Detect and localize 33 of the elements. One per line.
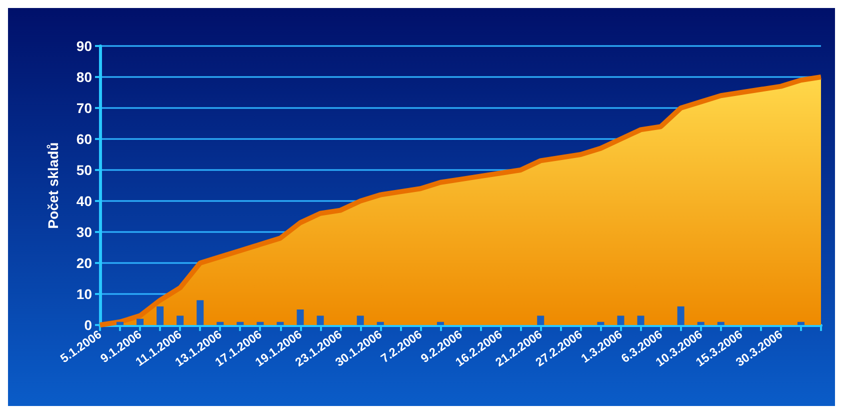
bar xyxy=(296,310,304,325)
bar xyxy=(797,322,804,325)
y-tick-label: 0 xyxy=(84,317,92,333)
bar xyxy=(376,322,384,325)
bar xyxy=(176,316,184,325)
y-tick-label: 70 xyxy=(76,100,92,116)
bar xyxy=(677,306,684,325)
bar xyxy=(637,316,644,325)
y-tick-label: 50 xyxy=(76,162,92,178)
bar xyxy=(256,322,264,325)
y-tick-label: 40 xyxy=(76,193,92,209)
bar xyxy=(537,316,544,325)
y-tick-label: 80 xyxy=(76,69,92,85)
bar xyxy=(617,316,624,325)
y-tick-label: 20 xyxy=(76,255,92,271)
bar xyxy=(236,322,244,325)
bar xyxy=(697,322,704,325)
bar xyxy=(116,322,124,325)
bar xyxy=(316,316,324,325)
y-tick-label: 10 xyxy=(76,286,92,302)
bar xyxy=(196,300,204,325)
bar xyxy=(216,322,224,325)
bar xyxy=(436,322,444,325)
y-tick-label: 90 xyxy=(76,38,92,54)
y-tick-label: 30 xyxy=(76,224,92,240)
bar xyxy=(597,322,604,325)
y-tick-label: 60 xyxy=(76,131,92,147)
bar xyxy=(156,306,164,325)
bar xyxy=(356,316,364,325)
bar xyxy=(276,322,284,325)
bar xyxy=(717,322,724,325)
bar xyxy=(136,318,144,325)
y-axis-title: Počet skladů xyxy=(45,142,61,229)
